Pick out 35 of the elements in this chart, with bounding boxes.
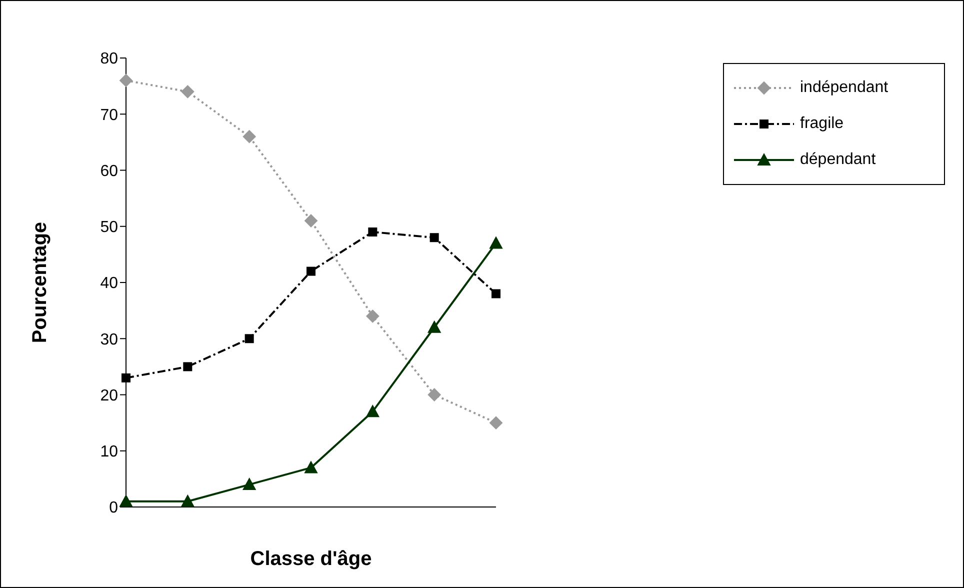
legend-label: dépendant	[800, 151, 876, 169]
point	[492, 289, 500, 298]
point	[244, 334, 254, 344]
y-tick-label: 20	[100, 387, 118, 404]
y-tick-label: 40	[100, 275, 118, 292]
point	[430, 233, 439, 242]
point	[183, 362, 192, 372]
point	[306, 266, 316, 276]
y-tick-label: 50	[100, 219, 118, 236]
y-tick-label: 10	[100, 444, 118, 461]
point	[428, 320, 441, 333]
y-tick-label: 30	[100, 331, 118, 348]
y-tick-label: 60	[100, 162, 118, 180]
point	[366, 310, 380, 323]
y-tick-label: 0	[109, 500, 118, 517]
point	[368, 227, 378, 236]
x-axis-title: Classe d'âge	[250, 548, 372, 570]
y-tick-label: 80	[100, 50, 118, 68]
legend-label: fragile	[800, 115, 844, 133]
point	[490, 416, 502, 430]
legend-label: indépendant	[800, 79, 888, 97]
point	[490, 236, 502, 249]
y-tick-label: 70	[100, 106, 118, 124]
y-axis-title: Pourcentage	[29, 222, 52, 344]
point	[304, 214, 318, 228]
point	[366, 405, 380, 418]
point	[242, 130, 256, 144]
point	[181, 494, 194, 507]
point	[304, 461, 318, 474]
point	[120, 74, 132, 87]
point	[181, 85, 194, 98]
point	[122, 373, 130, 382]
point	[120, 494, 132, 507]
point	[428, 388, 441, 402]
point	[242, 478, 256, 490]
